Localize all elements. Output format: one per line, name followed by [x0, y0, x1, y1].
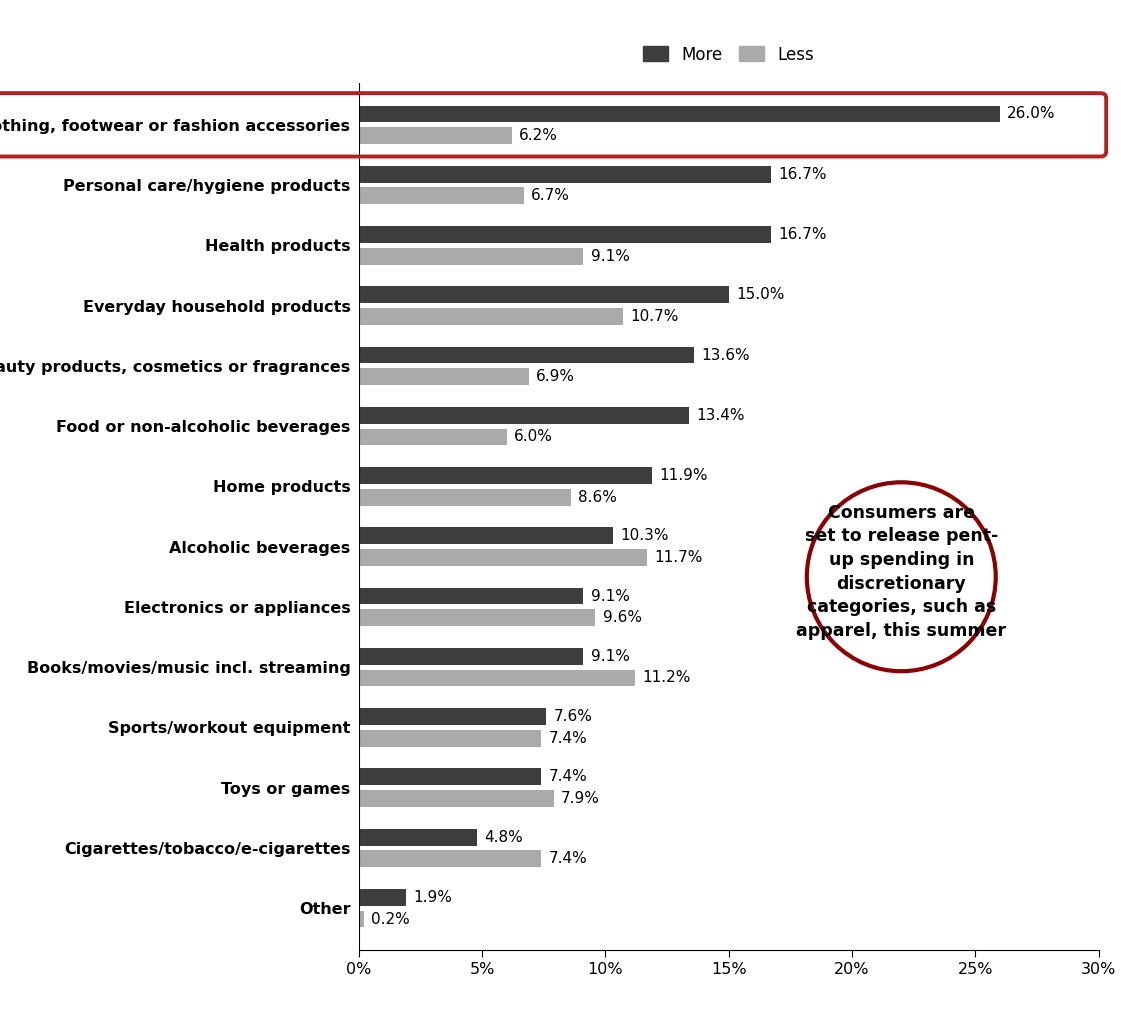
Text: 16.7%: 16.7% — [778, 166, 826, 182]
Bar — [359, 911, 363, 928]
Text: 6.9%: 6.9% — [536, 369, 575, 384]
Text: 11.2%: 11.2% — [642, 670, 691, 686]
Text: 11.9%: 11.9% — [659, 468, 708, 483]
Bar — [359, 188, 524, 205]
Bar — [359, 828, 478, 845]
Text: 1.9%: 1.9% — [413, 889, 452, 905]
Bar — [359, 550, 647, 566]
Text: 16.7%: 16.7% — [778, 227, 826, 242]
Text: 9.1%: 9.1% — [591, 649, 629, 664]
Bar — [359, 790, 554, 807]
Text: 0.2%: 0.2% — [371, 911, 410, 927]
Bar — [359, 527, 613, 544]
Bar — [359, 850, 541, 868]
Text: 9.1%: 9.1% — [591, 249, 629, 263]
Text: Consumers are
set to release pent-
up spending in
discretionary
categories, such: Consumers are set to release pent- up sp… — [796, 504, 1007, 639]
Text: 11.7%: 11.7% — [655, 550, 703, 565]
Bar — [359, 407, 689, 424]
Bar — [359, 226, 770, 243]
Text: 7.4%: 7.4% — [548, 730, 587, 746]
Text: 6.2%: 6.2% — [519, 128, 558, 144]
Bar — [359, 648, 583, 665]
Bar — [359, 429, 507, 445]
Text: 6.0%: 6.0% — [515, 430, 553, 444]
Text: 9.6%: 9.6% — [603, 611, 642, 625]
Bar — [359, 127, 511, 144]
Text: 8.6%: 8.6% — [578, 490, 617, 505]
Bar — [359, 165, 770, 183]
Text: 7.9%: 7.9% — [560, 791, 600, 806]
Text: 7.4%: 7.4% — [548, 851, 587, 867]
Bar — [359, 467, 652, 483]
Bar — [359, 369, 529, 385]
Bar — [359, 286, 729, 304]
Text: 13.4%: 13.4% — [696, 408, 745, 422]
Bar — [359, 347, 694, 364]
Text: 7.6%: 7.6% — [554, 709, 592, 724]
Text: 7.4%: 7.4% — [548, 770, 587, 784]
Bar — [359, 489, 571, 506]
Text: 4.8%: 4.8% — [484, 829, 524, 845]
Bar — [359, 248, 583, 264]
Text: 13.6%: 13.6% — [702, 347, 750, 363]
Text: 15.0%: 15.0% — [736, 287, 785, 303]
Bar — [359, 730, 541, 747]
Text: 10.3%: 10.3% — [620, 528, 668, 543]
Bar — [359, 669, 634, 687]
Legend: More, Less: More, Less — [637, 39, 821, 70]
Bar — [359, 709, 546, 725]
Bar — [359, 888, 406, 906]
Bar — [359, 105, 1000, 122]
Text: 6.7%: 6.7% — [531, 188, 571, 204]
Bar — [359, 588, 583, 604]
Text: 10.7%: 10.7% — [630, 309, 678, 324]
Bar — [359, 308, 622, 324]
Text: 26.0%: 26.0% — [1008, 106, 1056, 122]
Bar — [359, 609, 595, 626]
Text: 9.1%: 9.1% — [591, 589, 629, 603]
Bar — [359, 769, 541, 785]
